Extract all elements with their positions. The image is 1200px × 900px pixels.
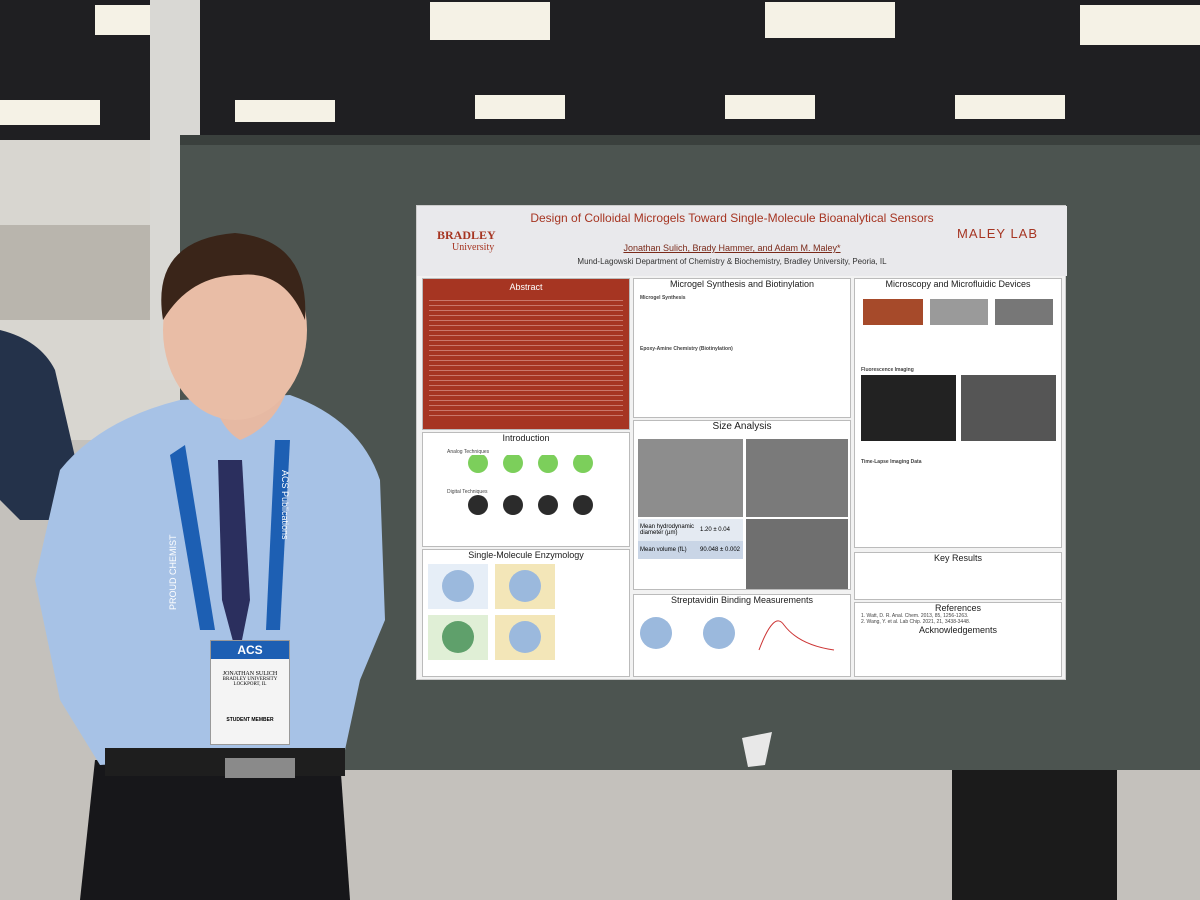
heading: Streptavidin Binding Measurements (670, 595, 814, 605)
fluorescence-image (961, 375, 1056, 441)
badge-name: JONATHAN SULICH (222, 671, 278, 677)
streptavidin-panel: Streptavidin Binding Measurements (633, 594, 851, 677)
label: Digital Techniques (447, 489, 488, 495)
intro-figure (468, 453, 593, 515)
subheading: Epoxy-Amine Chemistry (Biotinylation) (640, 346, 733, 352)
badge-member: STUDENT MEMBER (226, 717, 274, 723)
badge-city: LOCKPORT, IL (233, 682, 267, 687)
lanyard-right: ACS Publications (280, 470, 290, 540)
device-photo (995, 299, 1053, 325)
label: Analog Techniques (447, 449, 490, 455)
row: Mean volume (fL) 90.048 ± 0.002 (638, 541, 743, 559)
badge-event: ACS (211, 641, 289, 659)
enzymology-panel: Single-Molecule Enzymology (422, 549, 630, 677)
microscopy-panel: Microscopy and Microfluidic Devices Fluo… (854, 278, 1062, 548)
heading: References (934, 603, 982, 613)
heading: Microgel Synthesis and Biotinylation (669, 279, 815, 289)
device-photo (863, 299, 923, 325)
poster-affiliation: Mund-Lagowski Department of Chemistry & … (577, 257, 887, 266)
references-panel: References 1. Watt, D. R. Anal. Chem. 20… (854, 602, 1062, 677)
heading: Key Results (933, 553, 983, 563)
legs-right (952, 770, 1117, 900)
heading: Microscopy and Microfluidic Devices (885, 279, 1031, 289)
poster: BRADLEY University Design of Colloidal M… (416, 205, 1067, 680)
badge: ACS JONATHAN SULICH BRADLEY UNIVERSITY L… (210, 640, 290, 745)
size-table: Mean hydrodynamic diameter (µm) 1.20 ± 0.… (638, 519, 743, 559)
intro-panel: Introduction Analog Techniques Digital T… (422, 432, 630, 547)
ceiling-lights (0, 2, 1200, 125)
heading: Acknowledgements (918, 625, 998, 635)
cup (742, 732, 772, 767)
size-panel: Size Analysis Mean hydrodynamic diameter… (633, 420, 851, 590)
cell: 90.048 ± 0.002 (700, 547, 740, 553)
badge-school: BRADLEY UNIVERSITY (222, 677, 278, 682)
cell: Mean hydrodynamic diameter (µm) (640, 524, 695, 536)
bystander (0, 330, 78, 520)
abstract-panel: Abstract (422, 278, 630, 430)
person (35, 233, 385, 900)
cell: Mean volume (fL) (640, 547, 687, 553)
synthesis-panel: Microgel Synthesis and Biotinylation Mic… (633, 278, 851, 418)
poster-title: Design of Colloidal Microgels Toward Sin… (530, 211, 934, 225)
cell: 1.20 ± 0.04 (700, 527, 730, 533)
row: Mean hydrodynamic diameter (µm) 1.20 ± 0.… (638, 519, 743, 541)
fluorescence-image (861, 375, 956, 441)
logo-left-sub: University (452, 242, 495, 253)
abstract-text (429, 296, 623, 416)
micrograph (746, 519, 848, 589)
board-edge (180, 135, 1200, 145)
logo-right: MALEY LAB (957, 226, 1039, 241)
heading: Single-Molecule Enzymology (468, 550, 584, 560)
key-results-panel: Key Results (854, 552, 1062, 600)
streptavidin-figure (640, 617, 835, 651)
reference: 2. Wang, Y. et al. Lab Chip. 2021, 21, 3… (861, 619, 971, 625)
lanyard-left: PROUD CHEMIST (168, 534, 178, 610)
heading: Introduction (502, 433, 550, 443)
heading: Size Analysis (712, 421, 772, 432)
micrograph (638, 439, 743, 517)
micrograph (746, 439, 848, 517)
subheading: Time-Lapse Imaging Data (861, 459, 922, 465)
poster-authors: Jonathan Sulich, Brady Hammer, and Adam … (623, 243, 841, 253)
heading: Abstract (509, 282, 543, 292)
device-photo (930, 299, 988, 325)
reference: 1. Watt, D. R. Anal. Chem. 2013, 85, 125… (861, 613, 969, 619)
subheading: Microgel Synthesis (640, 295, 686, 301)
scheme (634, 301, 850, 346)
poster-header (417, 206, 1067, 276)
enzymology-figure (428, 564, 555, 660)
hall-back (0, 225, 160, 320)
subheading: Fluorescence Imaging (861, 367, 914, 373)
logo-left: BRADLEY (437, 228, 496, 242)
